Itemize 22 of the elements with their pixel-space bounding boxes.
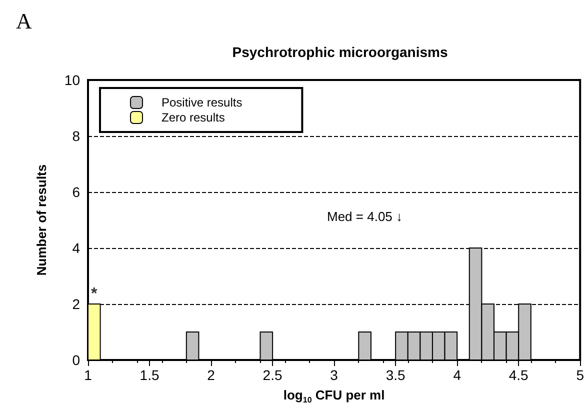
- x-tick-label: 3.5: [386, 367, 406, 383]
- annotation: *: [91, 286, 98, 302]
- y-tick-label: 2: [72, 296, 80, 312]
- y-tick-label: 4: [72, 240, 80, 256]
- y-tick-label: 8: [72, 128, 80, 144]
- chart-title: Psychrotrophic microorganisms: [232, 44, 448, 60]
- y-axis-title: Number of results: [34, 164, 49, 276]
- y-tick-label: 0: [72, 352, 80, 368]
- y-tick-label: 10: [64, 72, 80, 88]
- y-tick-label: 6: [72, 184, 80, 200]
- x-tick-label: 2.5: [262, 367, 282, 383]
- legend-label: Positive results: [162, 96, 242, 110]
- x-tick-label: 4.5: [508, 367, 529, 383]
- x-tick-label: 1: [84, 367, 92, 383]
- x-tick-label: 4: [453, 367, 462, 383]
- x-tick-label: 5: [576, 367, 584, 383]
- x-tick-label: 2: [207, 367, 216, 383]
- x-tick-label: 3: [330, 367, 338, 383]
- x-tick-label: 1.5: [140, 367, 160, 383]
- legend-label: Zero results: [162, 110, 225, 124]
- text: A: [16, 8, 32, 34]
- annotation: Med = 4.05 ↓: [327, 209, 403, 224]
